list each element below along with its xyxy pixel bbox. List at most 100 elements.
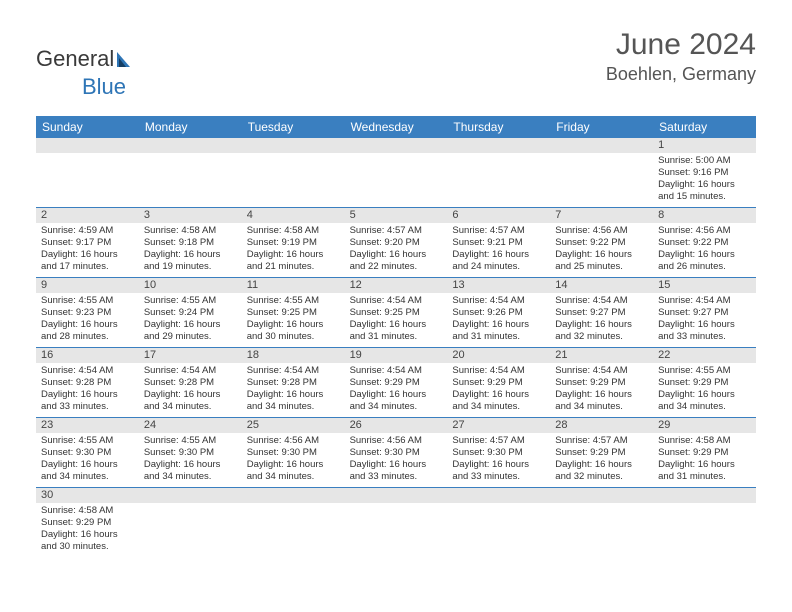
sunrise-text: Sunrise: 4:54 AM <box>350 365 443 377</box>
sunrise-text: Sunrise: 4:58 AM <box>41 505 134 517</box>
sunrise-text: Sunrise: 4:55 AM <box>247 295 340 307</box>
sail-icon <box>116 48 136 74</box>
day-cell: Sunrise: 4:58 AMSunset: 9:19 PMDaylight:… <box>242 223 345 277</box>
day-number <box>550 488 653 503</box>
sunrise-text: Sunrise: 4:57 AM <box>350 225 443 237</box>
daylight-text-1: Daylight: 16 hours <box>555 389 648 401</box>
day-number: 3 <box>139 208 242 223</box>
day-number: 6 <box>447 208 550 223</box>
daylight-text-1: Daylight: 16 hours <box>658 319 751 331</box>
day-cell: Sunrise: 5:00 AMSunset: 9:16 PMDaylight:… <box>653 153 756 207</box>
daylight-text-1: Daylight: 16 hours <box>41 459 134 471</box>
sunset-text: Sunset: 9:30 PM <box>247 447 340 459</box>
daylight-text-2: and 34 minutes. <box>658 401 751 413</box>
day-cell <box>550 153 653 207</box>
sunrise-text: Sunrise: 4:54 AM <box>555 295 648 307</box>
brand-logo: GeneralBlue <box>36 46 136 100</box>
day-cell: Sunrise: 4:55 AMSunset: 9:25 PMDaylight:… <box>242 293 345 347</box>
daylight-text-1: Daylight: 16 hours <box>247 459 340 471</box>
day-number <box>242 138 345 153</box>
sunset-text: Sunset: 9:23 PM <box>41 307 134 319</box>
location-label: Boehlen, Germany <box>606 64 756 85</box>
day-cell: Sunrise: 4:58 AMSunset: 9:29 PMDaylight:… <box>653 433 756 487</box>
daylight-text-2: and 31 minutes. <box>452 331 545 343</box>
sunrise-text: Sunrise: 4:59 AM <box>41 225 134 237</box>
sunrise-text: Sunrise: 4:54 AM <box>452 295 545 307</box>
day-number: 21 <box>550 348 653 363</box>
dow-monday: Monday <box>139 116 242 138</box>
day-number <box>550 138 653 153</box>
daylight-text-1: Daylight: 16 hours <box>247 319 340 331</box>
day-number: 5 <box>345 208 448 223</box>
day-cell: Sunrise: 4:57 AMSunset: 9:29 PMDaylight:… <box>550 433 653 487</box>
sunset-text: Sunset: 9:30 PM <box>144 447 237 459</box>
dow-wednesday: Wednesday <box>345 116 448 138</box>
daylight-text-1: Daylight: 16 hours <box>350 389 443 401</box>
day-number <box>447 488 550 503</box>
sunrise-text: Sunrise: 4:55 AM <box>658 365 751 377</box>
sunrise-text: Sunrise: 4:57 AM <box>555 435 648 447</box>
daylight-text-2: and 32 minutes. <box>555 471 648 483</box>
day-number: 11 <box>242 278 345 293</box>
sunset-text: Sunset: 9:25 PM <box>350 307 443 319</box>
day-number: 7 <box>550 208 653 223</box>
day-cell: Sunrise: 4:56 AMSunset: 9:22 PMDaylight:… <box>550 223 653 277</box>
daylight-text-1: Daylight: 16 hours <box>555 249 648 261</box>
day-cell <box>653 503 756 557</box>
daylight-text-2: and 31 minutes. <box>350 331 443 343</box>
daylight-text-1: Daylight: 16 hours <box>144 459 237 471</box>
day-cell: Sunrise: 4:56 AMSunset: 9:30 PMDaylight:… <box>345 433 448 487</box>
day-number: 18 <box>242 348 345 363</box>
day-number-row: 16171819202122 <box>36 348 756 363</box>
day-cell: Sunrise: 4:54 AMSunset: 9:26 PMDaylight:… <box>447 293 550 347</box>
sunrise-text: Sunrise: 4:56 AM <box>658 225 751 237</box>
sunrise-text: Sunrise: 4:57 AM <box>452 435 545 447</box>
day-cell: Sunrise: 4:54 AMSunset: 9:25 PMDaylight:… <box>345 293 448 347</box>
header-right: June 2024 Boehlen, Germany <box>606 28 756 85</box>
brand-text-1: General <box>36 46 114 71</box>
daylight-text-2: and 28 minutes. <box>41 331 134 343</box>
sunset-text: Sunset: 9:28 PM <box>247 377 340 389</box>
daylight-text-2: and 33 minutes. <box>350 471 443 483</box>
dow-saturday: Saturday <box>653 116 756 138</box>
calendar-week: 30Sunrise: 4:58 AMSunset: 9:29 PMDayligh… <box>36 488 756 557</box>
day-number-row: 1 <box>36 138 756 153</box>
sunset-text: Sunset: 9:28 PM <box>41 377 134 389</box>
day-cell <box>550 503 653 557</box>
sunset-text: Sunset: 9:30 PM <box>350 447 443 459</box>
sunrise-text: Sunrise: 4:55 AM <box>41 295 134 307</box>
day-number: 26 <box>345 418 448 433</box>
sunrise-text: Sunrise: 4:58 AM <box>658 435 751 447</box>
sunrise-text: Sunrise: 5:00 AM <box>658 155 751 167</box>
daylight-text-2: and 15 minutes. <box>658 191 751 203</box>
sunset-text: Sunset: 9:29 PM <box>452 377 545 389</box>
sunset-text: Sunset: 9:26 PM <box>452 307 545 319</box>
calendar: Sunday Monday Tuesday Wednesday Thursday… <box>36 116 756 557</box>
day-info-row: Sunrise: 4:58 AMSunset: 9:29 PMDaylight:… <box>36 503 756 557</box>
daylight-text-1: Daylight: 16 hours <box>452 319 545 331</box>
day-cell: Sunrise: 4:55 AMSunset: 9:30 PMDaylight:… <box>139 433 242 487</box>
daylight-text-2: and 31 minutes. <box>658 471 751 483</box>
day-number: 1 <box>653 138 756 153</box>
sunrise-text: Sunrise: 4:58 AM <box>144 225 237 237</box>
day-cell: Sunrise: 4:54 AMSunset: 9:28 PMDaylight:… <box>36 363 139 417</box>
day-info-row: Sunrise: 4:55 AMSunset: 9:30 PMDaylight:… <box>36 433 756 488</box>
daylight-text-1: Daylight: 16 hours <box>144 319 237 331</box>
day-number <box>139 488 242 503</box>
day-number: 13 <box>447 278 550 293</box>
day-cell: Sunrise: 4:54 AMSunset: 9:27 PMDaylight:… <box>550 293 653 347</box>
sunrise-text: Sunrise: 4:54 AM <box>452 365 545 377</box>
sunset-text: Sunset: 9:30 PM <box>41 447 134 459</box>
daylight-text-2: and 25 minutes. <box>555 261 648 273</box>
daylight-text-2: and 34 minutes. <box>41 471 134 483</box>
calendar-week: 9101112131415Sunrise: 4:55 AMSunset: 9:2… <box>36 278 756 348</box>
daylight-text-1: Daylight: 16 hours <box>658 179 751 191</box>
sunrise-text: Sunrise: 4:54 AM <box>350 295 443 307</box>
sunrise-text: Sunrise: 4:54 AM <box>41 365 134 377</box>
day-cell <box>447 503 550 557</box>
day-cell: Sunrise: 4:58 AMSunset: 9:29 PMDaylight:… <box>36 503 139 557</box>
daylight-text-1: Daylight: 16 hours <box>144 249 237 261</box>
daylight-text-1: Daylight: 16 hours <box>350 459 443 471</box>
daylight-text-2: and 34 minutes. <box>144 401 237 413</box>
day-cell: Sunrise: 4:54 AMSunset: 9:29 PMDaylight:… <box>447 363 550 417</box>
